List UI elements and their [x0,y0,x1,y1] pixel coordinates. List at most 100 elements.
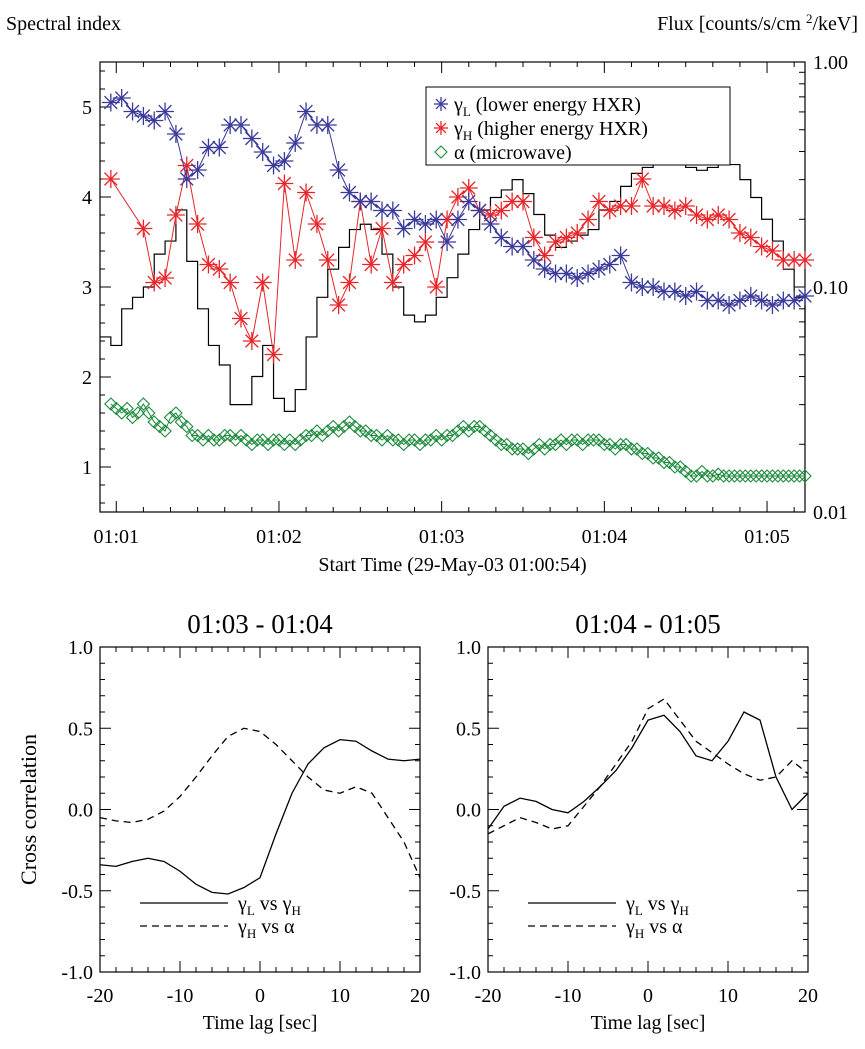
alpha-marker [207,433,221,447]
legend-label-sub: H [463,128,472,143]
gamma-l-marker-stroke [668,284,682,299]
x-tick-label: 01:04 [582,526,628,548]
legend-marker [434,121,448,135]
panel-title: 01:04 - 01:05 [575,609,721,639]
alpha-marker [380,428,395,443]
legend-label-text: vs [255,893,283,915]
gamma-l-marker-stroke [125,104,140,119]
gamma-l-marker-stroke [234,118,248,132]
gamma-h-marker [156,269,175,287]
gamma-l-marker [351,192,370,211]
gamma-h-marker [416,233,435,251]
gamma-h-marker-stroke [407,248,422,263]
gamma-h-marker [166,206,185,224]
y-tick-label: 2 [82,367,92,389]
legend-label-base: γ [625,893,635,915]
gamma-h-marker-stroke [342,275,357,290]
alpha-marker [673,460,688,474]
gamma-l-marker [145,111,164,130]
legend-label-base: α [454,142,465,164]
gamma-h-marker-stroke [169,208,183,222]
alpha-marker [494,437,509,452]
gamma-h-marker [720,210,739,229]
alpha-marker [364,428,378,443]
gamma-h-marker-stroke [104,172,118,186]
gamma-h-marker [763,242,782,260]
gamma-l-marker-stroke [776,293,791,308]
alpha-marker [630,442,644,456]
gamma-h-marker [188,215,207,233]
dashed-series-line [99,727,421,879]
alpha-marker [407,433,422,447]
alpha-marker [657,455,671,470]
left-axis-title: Spectral index [6,13,121,35]
gamma-h-marker [340,273,359,292]
alpha-marker [239,433,254,447]
gamma-l-marker [253,143,272,161]
alpha-marker [245,437,259,452]
y2-tick-label: 1.00 [813,52,848,74]
alpha-marker [104,397,118,411]
alpha-marker [391,433,406,447]
gamma-h-marker [242,332,261,350]
gamma-l-marker-stroke [320,118,335,132]
gamma-h-marker [492,201,511,220]
x-tick-label: 0 [255,985,265,1007]
alpha-marker [781,469,796,483]
gamma-h-marker-stroke [310,217,324,231]
y-tick-label: 0.5 [456,718,481,740]
gamma-l-marker-stroke [158,104,172,119]
alpha-marker [185,428,199,443]
gamma-h-marker-stroke [722,212,736,227]
alpha-marker [467,419,481,434]
gamma-h-marker [297,183,316,202]
gamma-h-marker [622,197,641,215]
gamma-l-marker-stroke [277,154,292,168]
gamma-h-marker [796,251,814,269]
alpha-marker [120,401,134,416]
gamma-l-marker-stroke [483,217,498,231]
alpha-marker [483,428,498,443]
dashed-series-line [487,698,809,835]
alpha-marker [136,397,151,411]
x-tick-label: 10 [718,985,738,1007]
alpha-marker [456,419,471,434]
gamma-h-marker-stroke [765,244,780,258]
gamma-h-marker-stroke [288,253,303,267]
alpha-marker [440,428,454,443]
alpha-marker [554,433,568,447]
gamma-l-marker [394,219,413,238]
gamma-l-marker-stroke [711,293,726,308]
alpha-marker [537,442,552,456]
gamma-h-marker [134,219,153,238]
alpha-marker [342,415,357,429]
alpha-marker [299,428,313,443]
gamma-l-marker [492,228,511,247]
legend-label-sub: L [247,903,255,918]
legend-label-text: vs [643,893,671,915]
top-panel: 1 2 3 4 5 0.01 0.10 1.00 01:01 01:02 01:03 01:04 01:… [82,52,848,576]
y2-tick-label: 0.10 [813,277,848,299]
gamma-h-marker [568,224,587,242]
y-tick-label: 0.5 [68,718,93,740]
alpha-marker [635,446,650,461]
gamma-l-marker-stroke [255,145,270,159]
alpha-marker [754,469,769,483]
alpha-marker [581,433,595,447]
alpha-marker [261,437,275,452]
gamma-l-marker-stroke [646,280,660,294]
gamma-h-marker-stroke [418,235,433,249]
alpha-marker [348,419,362,434]
gamma-l-marker [362,192,381,211]
alpha-marker [646,451,660,465]
gamma-h-marker-stroke [364,257,378,272]
gamma-h-marker-stroke [201,257,216,272]
legend-label-base: γ [237,893,247,915]
gamma-h-marker-stroke [516,194,530,209]
gamma-l-marker-stroke [635,280,650,294]
legend-label-text: vs [256,916,284,938]
gamma-h-marker-stroke [158,271,172,285]
y-axis-label: Cross correlation [16,734,41,885]
alpha-marker [304,428,319,443]
